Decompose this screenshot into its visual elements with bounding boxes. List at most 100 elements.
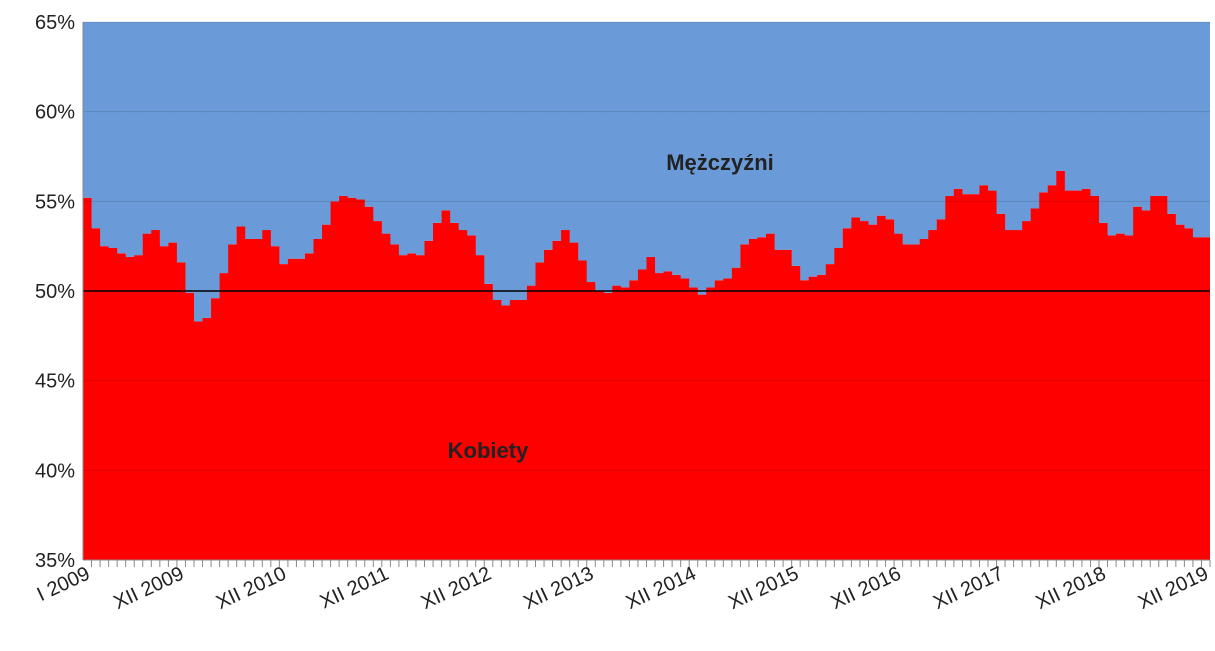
bar-segment xyxy=(620,22,631,288)
bar-segment xyxy=(1201,22,1210,238)
bar-segment xyxy=(467,22,477,236)
bar-segment xyxy=(117,253,127,560)
bar-segment xyxy=(253,22,263,239)
bar-segment xyxy=(680,22,690,279)
bar-segment xyxy=(689,22,699,288)
bar-segment xyxy=(894,22,904,234)
bar-segment xyxy=(134,255,144,560)
bar-segment xyxy=(91,22,101,229)
bar-segment xyxy=(672,22,682,275)
bar-segment xyxy=(193,321,204,560)
bar-segment xyxy=(851,217,861,560)
bar-segment xyxy=(347,22,357,198)
bar-segment xyxy=(339,22,349,196)
bar-segment xyxy=(151,22,161,231)
bar-segment xyxy=(415,22,426,256)
y-tick-label: 60% xyxy=(35,102,75,124)
bar-segment xyxy=(859,221,870,560)
bar-segment xyxy=(509,22,520,300)
bar-segment xyxy=(911,244,921,560)
bar-segment xyxy=(347,197,357,560)
bar-segment xyxy=(859,22,870,222)
y-tick-label: 55% xyxy=(35,191,75,213)
bar-segment xyxy=(245,22,255,239)
y-tick-label: 40% xyxy=(35,460,75,482)
bar-segment xyxy=(390,22,400,245)
bar-segment xyxy=(279,264,289,560)
bar-segment xyxy=(526,285,537,560)
bar-segment xyxy=(322,224,332,560)
bar-segment xyxy=(586,282,596,560)
y-tick-label: 45% xyxy=(35,371,75,393)
bar-segment xyxy=(381,22,391,234)
bar-segment xyxy=(108,247,118,560)
bar-segment xyxy=(1013,230,1023,560)
bar-segment xyxy=(629,22,639,281)
bar-segment xyxy=(663,271,673,560)
bar-segment xyxy=(808,276,818,560)
bar-segment xyxy=(757,22,767,238)
bar-segment xyxy=(228,244,238,560)
bar-segment xyxy=(304,253,315,560)
bar-segment xyxy=(159,246,169,560)
bar-segment xyxy=(270,22,280,247)
bar-segment xyxy=(936,219,946,560)
bar-segment xyxy=(919,238,929,560)
bar-segment xyxy=(176,262,187,560)
bar-segment xyxy=(262,22,272,231)
bar-segment xyxy=(398,255,409,560)
bar-segment xyxy=(381,233,391,560)
bar-segment xyxy=(988,190,998,560)
bar-segment xyxy=(1133,22,1143,207)
bar-segment xyxy=(706,287,716,560)
bar-segment xyxy=(928,22,938,231)
bar-segment xyxy=(492,299,502,560)
bar-segment xyxy=(159,22,169,247)
bar-segment xyxy=(988,22,998,191)
bar-segment xyxy=(364,22,374,207)
bar-segment xyxy=(646,22,656,257)
bar-segment xyxy=(723,22,733,279)
bar-segment xyxy=(723,278,733,560)
x-tick-label: XII 2016 xyxy=(828,563,905,614)
bar-segment xyxy=(825,22,835,265)
bar-segment xyxy=(595,291,605,560)
bar-segment xyxy=(142,22,152,234)
bar-segment xyxy=(629,280,639,560)
bar-segment xyxy=(603,22,613,293)
bar-segment xyxy=(91,228,101,560)
bar-segment xyxy=(176,22,187,263)
bar-segment xyxy=(561,230,571,560)
bar-segment xyxy=(1081,22,1092,189)
bar-segment xyxy=(211,22,221,299)
bar-segment xyxy=(552,22,562,241)
bar-segment xyxy=(1039,22,1049,193)
bar-segment xyxy=(83,197,93,560)
bar-segment xyxy=(953,22,964,189)
bar-segment xyxy=(535,262,545,560)
bar-segment xyxy=(245,238,255,560)
bar-segment xyxy=(450,222,460,560)
bar-segment xyxy=(945,22,955,196)
bar-segment xyxy=(800,280,810,560)
bar-segment xyxy=(1124,22,1134,236)
bar-segment xyxy=(236,22,246,227)
bar-segment xyxy=(313,238,323,560)
bar-segment xyxy=(270,246,280,560)
bar-segment xyxy=(296,258,306,560)
bar-segment xyxy=(1116,233,1126,560)
bar-segment xyxy=(1022,22,1032,222)
bar-segment xyxy=(1167,22,1177,214)
bar-segment xyxy=(603,292,613,560)
bar-segment xyxy=(868,224,878,560)
bar-segment xyxy=(262,230,272,560)
bar-segment xyxy=(433,222,443,560)
bar-segment xyxy=(655,273,665,560)
bar-segment xyxy=(1158,22,1168,196)
bar-segment xyxy=(885,219,895,560)
bar-segment xyxy=(808,22,818,277)
bar-segment xyxy=(202,22,212,318)
bar-segment xyxy=(134,22,144,256)
bar-segment xyxy=(962,22,972,195)
bar-segment xyxy=(936,22,946,220)
